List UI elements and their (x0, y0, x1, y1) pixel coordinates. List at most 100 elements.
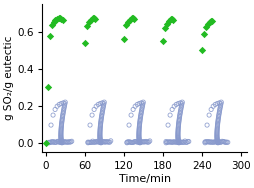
Point (145, 141, 149, 144)
Point (53, 140, 57, 143)
Point (97, 141, 101, 144)
Point (128, 141, 132, 144)
Point (199, 49, 203, 52)
Point (96, 103, 100, 106)
Point (108, 140, 112, 143)
Point (98, 140, 102, 143)
Point (87, 141, 91, 144)
Point (61, 111, 65, 114)
Point (141, 101, 145, 104)
Point (214, 139, 218, 143)
Point (178, 107, 182, 110)
Point (57, 140, 61, 143)
Point (60, 117, 64, 120)
Point (175, 136, 179, 139)
Point (143, 141, 147, 144)
Point (165, 140, 169, 143)
Point (60, 141, 64, 144)
Point (222, 140, 226, 143)
Point (178, 110, 182, 113)
Point (215, 140, 219, 143)
Point (180, 140, 184, 143)
Point (61, 112, 65, 115)
Point (137, 139, 141, 143)
Point (163, 141, 167, 144)
Point (63, 102, 67, 105)
Point (98, 126, 102, 129)
Point (214, 130, 218, 133)
Point (59, 140, 63, 143)
Point (54, 141, 58, 144)
Point (99, 117, 103, 120)
Point (170, 141, 174, 144)
Point (59, 17, 63, 20)
Point (176, 119, 180, 122)
Point (214, 139, 218, 142)
Point (127, 141, 131, 144)
Point (104, 140, 108, 143)
Point (137, 140, 141, 143)
Point (63, 101, 67, 104)
Point (137, 141, 141, 144)
Point (215, 122, 219, 125)
Point (165, 124, 169, 127)
Point (216, 112, 220, 115)
Point (212, 103, 216, 106)
Point (175, 140, 179, 143)
Point (175, 132, 179, 135)
X-axis label: Time/min: Time/min (118, 174, 170, 184)
Point (102, 101, 106, 104)
Point (136, 130, 140, 133)
Point (98, 124, 102, 127)
Point (176, 139, 180, 142)
Point (170, 18, 174, 21)
Point (220, 140, 224, 143)
Point (217, 140, 221, 143)
Point (45, 86, 50, 89)
Point (101, 104, 105, 107)
Point (47, 140, 51, 143)
Point (137, 139, 141, 142)
Point (105, 141, 109, 144)
Point (178, 141, 182, 144)
Point (90, 114, 94, 117)
Point (100, 108, 104, 111)
Point (207, 20, 211, 23)
Point (69, 140, 73, 143)
Point (106, 140, 110, 143)
Point (211, 141, 215, 144)
Point (176, 125, 180, 128)
Point (137, 126, 141, 129)
Point (98, 120, 102, 123)
Point (66, 140, 70, 143)
Point (176, 140, 180, 143)
Point (59, 133, 63, 136)
Point (147, 140, 151, 143)
Point (60, 119, 64, 122)
Point (214, 134, 218, 137)
Point (60, 140, 64, 143)
Point (59, 141, 63, 144)
Point (177, 114, 181, 117)
Point (69, 141, 73, 144)
Point (62, 140, 66, 143)
Point (59, 132, 63, 135)
Point (167, 140, 171, 143)
Point (136, 132, 140, 135)
Point (217, 108, 221, 111)
Point (88, 18, 92, 21)
Point (94, 105, 98, 108)
Point (206, 114, 210, 117)
Point (124, 140, 129, 143)
Point (203, 141, 207, 144)
Point (175, 133, 179, 136)
Point (177, 115, 181, 118)
Point (224, 141, 228, 144)
Point (171, 105, 176, 108)
Point (176, 138, 180, 141)
Point (98, 129, 102, 132)
Point (212, 141, 216, 144)
Point (182, 141, 186, 144)
Point (59, 123, 63, 126)
Point (133, 141, 137, 144)
